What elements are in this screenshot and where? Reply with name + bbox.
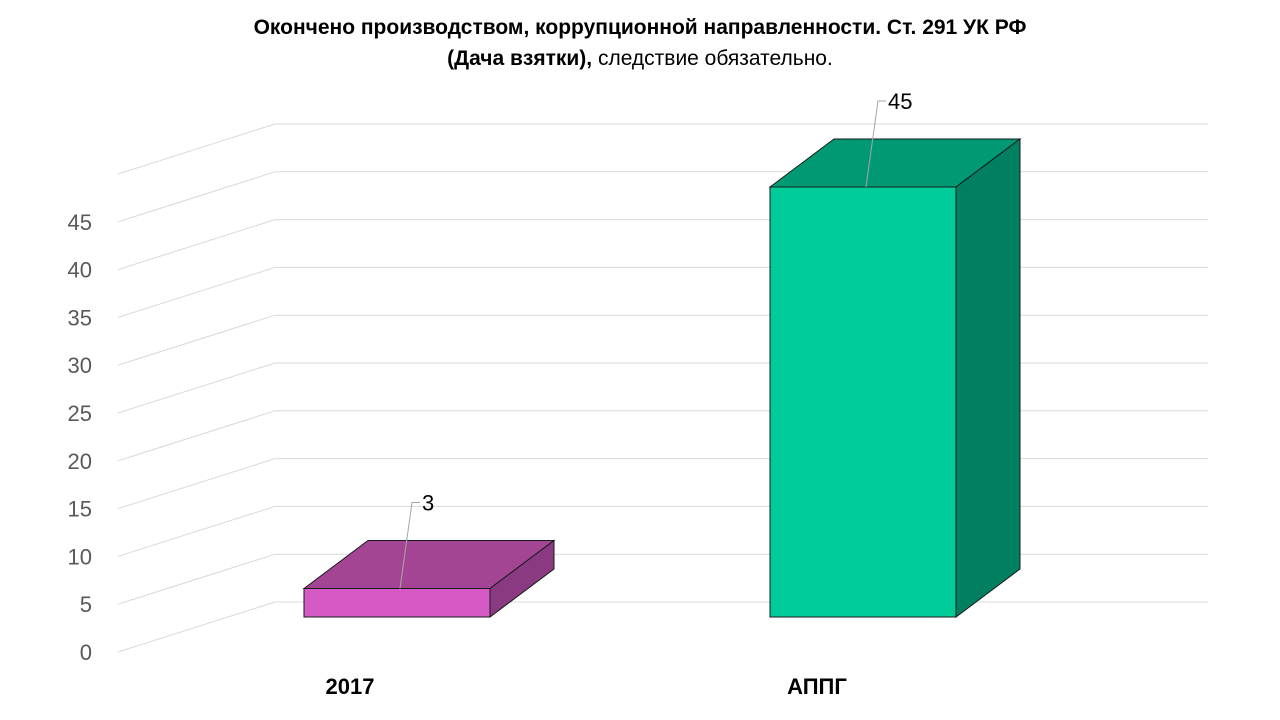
chart-title-bold-part: (Дача взятки), — [447, 47, 593, 70]
gridline-side — [117, 123, 276, 175]
x-axis-category-labels: 2017 АППГ — [326, 674, 848, 699]
y-tick-label: 45 — [68, 210, 92, 235]
gridline-side — [117, 266, 276, 318]
y-tick-label: 15 — [68, 497, 92, 522]
gridline-side — [117, 505, 276, 557]
y-tick-label: 40 — [68, 258, 92, 283]
gridline-side — [117, 219, 276, 271]
chart-title-line1: Окончено производством, коррупционной на… — [253, 16, 1027, 39]
gridline-side — [117, 314, 276, 366]
y-tick-label: 25 — [68, 401, 92, 426]
gridline-side — [117, 362, 276, 414]
bar-side-face — [955, 138, 1021, 618]
y-tick-label: 5 — [80, 592, 92, 617]
y-tick-label: 10 — [68, 544, 92, 569]
y-tick-label: 0 — [80, 640, 92, 665]
gridline-side — [117, 553, 276, 605]
gridlines — [117, 123, 1208, 653]
gridline-side — [117, 458, 276, 510]
y-tick-label: 20 — [68, 449, 92, 474]
x-category-label: 2017 — [326, 674, 375, 699]
data-label: 3 — [422, 491, 434, 516]
data-label-leader-line — [865, 100, 886, 188]
y-axis-tick-labels: 0 5 10 15 20 25 30 35 40 45 — [68, 210, 92, 665]
y-tick-label: 30 — [68, 353, 92, 378]
data-label: 45 — [888, 89, 912, 114]
gridline-side — [117, 601, 276, 653]
gridline-side — [117, 410, 276, 462]
y-tick-label: 35 — [68, 305, 92, 330]
chart-title-normal-part: следствие обязательно. — [592, 47, 833, 70]
x-category-label: АППГ — [787, 674, 847, 699]
bar-front-face — [769, 186, 957, 618]
bars — [302, 138, 1022, 618]
gridline-side — [117, 171, 276, 223]
chart-title: Окончено производством, коррупционной на… — [0, 12, 1280, 74]
data-label-leader-line — [399, 502, 420, 589]
data-labels: 3 45 — [399, 89, 912, 589]
chart-title-line2: (Дача взятки), следствие обязательно. — [0, 43, 1280, 74]
bar-front-face — [303, 588, 491, 618]
